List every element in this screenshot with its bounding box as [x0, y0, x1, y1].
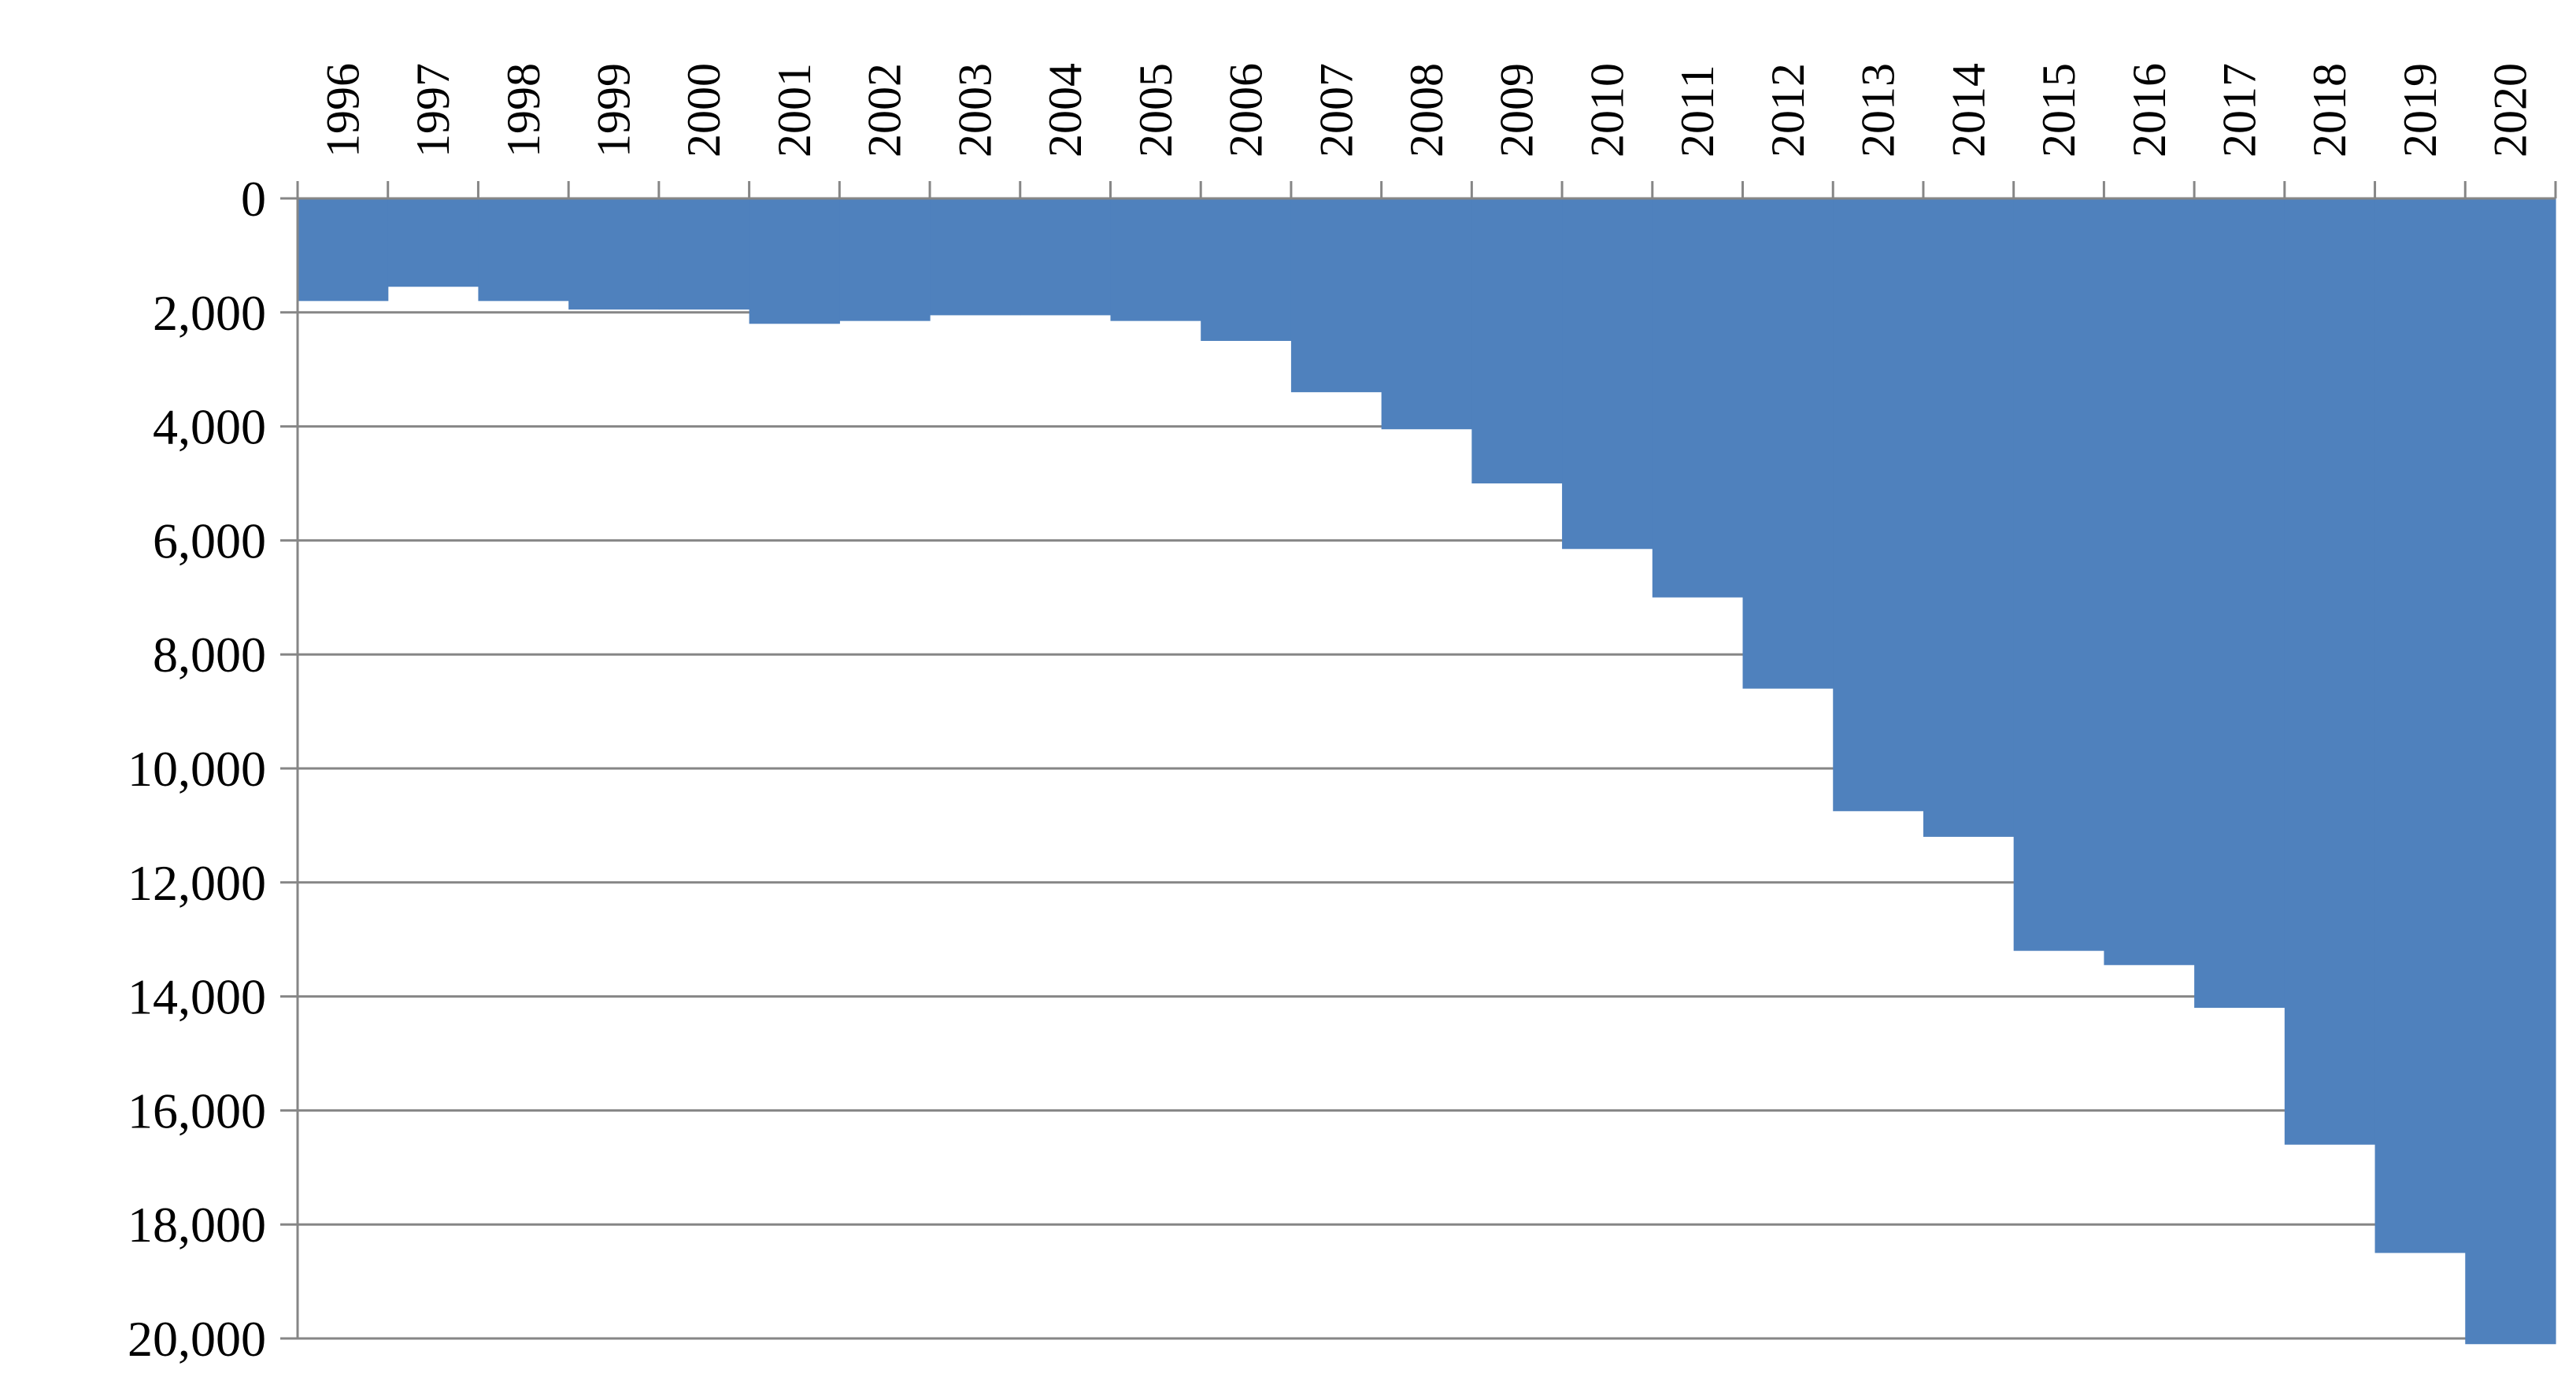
x-tick-label: 2002 — [859, 63, 911, 157]
x-tick-label: 1999 — [588, 63, 640, 157]
bar-2002 — [839, 198, 930, 321]
bar-1996 — [298, 198, 388, 301]
x-tick-label: 1996 — [316, 63, 368, 157]
x-tick-label: 2000 — [678, 63, 730, 157]
x-tick-label: 2009 — [1491, 63, 1543, 157]
bar-2003 — [930, 198, 1020, 315]
y-tick-label: 0 — [241, 171, 266, 227]
x-tick-label: 2006 — [1220, 63, 1272, 157]
bar-1998 — [478, 198, 568, 301]
x-tick-label: 1998 — [498, 63, 550, 157]
bar-2008 — [1382, 198, 1472, 429]
bar-2004 — [1020, 198, 1111, 315]
x-tick-labels: 1996 1997 1998 1999 2000 2001 2002 2003 2004 2005… — [316, 63, 2536, 157]
y-tick-label: 16,000 — [128, 1083, 266, 1138]
x-tick-label: 2013 — [1852, 63, 1904, 157]
x-tick-label: 2016 — [2123, 63, 2175, 157]
bar-2005 — [1110, 198, 1201, 321]
bar-2018 — [2285, 198, 2375, 1145]
y-tick-label: 12,000 — [128, 855, 266, 911]
bar-2014 — [1923, 198, 2014, 837]
bar-2016 — [2104, 198, 2194, 965]
y-tick-label: 4,000 — [153, 399, 266, 455]
x-tick-label: 2019 — [2394, 63, 2446, 157]
bar-2012 — [1743, 198, 1834, 689]
bar-2009 — [1471, 198, 1562, 483]
bars — [298, 198, 2556, 1344]
bar-2017 — [2194, 198, 2285, 1008]
bar-2015 — [2014, 198, 2104, 951]
bar-2007 — [1291, 198, 1382, 392]
y-tick-label: 8,000 — [153, 627, 266, 683]
x-tick-label: 2010 — [1581, 63, 1633, 157]
x-tick-label: 2007 — [1310, 63, 1362, 157]
y-tick-label: 20,000 — [128, 1311, 266, 1367]
x-tick-label: 2001 — [768, 63, 820, 157]
x-tick-label: 2018 — [2304, 63, 2356, 157]
bar-1999 — [568, 198, 659, 309]
y-tick-labels: 0 2,000 4,000 6,000 8,000 10,000 12,000 14,000 1… — [128, 171, 266, 1367]
x-tick-label: 2017 — [2213, 63, 2265, 157]
y-tick-label: 6,000 — [153, 513, 266, 568]
bar-2010 — [1562, 198, 1653, 549]
x-tick-label: 2003 — [949, 63, 1001, 157]
x-tick-label: 2011 — [1671, 65, 1723, 157]
y-tick-label: 14,000 — [128, 969, 266, 1025]
bar-2013 — [1833, 198, 1923, 811]
bar-2006 — [1201, 198, 1291, 341]
bar-2020 — [2465, 198, 2556, 1344]
bar-2019 — [2375, 198, 2466, 1253]
x-tick-label: 2004 — [1039, 63, 1091, 157]
x-tick-label: 2012 — [1762, 63, 1814, 157]
x-tick-label: 2020 — [2485, 63, 2537, 157]
y-tick-label: 10,000 — [128, 741, 266, 797]
bar-2011 — [1653, 198, 1743, 598]
bar-2001 — [749, 198, 840, 324]
x-tick-label: 2008 — [1401, 63, 1453, 157]
x-tick-label: 2005 — [1130, 63, 1182, 157]
y-tick-label: 18,000 — [128, 1197, 266, 1253]
bar-1997 — [388, 198, 479, 287]
x-tick-label: 2014 — [1942, 63, 1994, 157]
x-tick-label: 2015 — [2033, 63, 2085, 157]
bar-2000 — [659, 198, 749, 309]
x-tick-label: 1997 — [407, 63, 459, 157]
y-tick-label: 2,000 — [153, 285, 266, 341]
